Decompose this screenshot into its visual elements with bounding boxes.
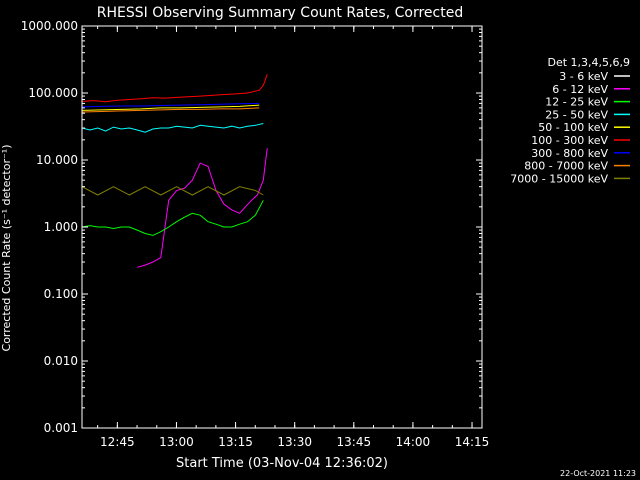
series-line-1 [137, 148, 268, 268]
legend-label: 100 - 300 keV [531, 134, 608, 147]
series-line-0 [168, 199, 266, 265]
series-line-2 [81, 200, 264, 236]
legend-label: 7000 - 15000 keV [510, 172, 608, 185]
series-line-8 [81, 186, 264, 196]
y-tick-label: 1.000 [44, 220, 78, 234]
x-tick-label: 13:45 [337, 435, 372, 449]
legend-label: 6 - 12 keV [552, 83, 608, 96]
series-line-6 [81, 102, 260, 108]
x-tick-label: 12:45 [100, 435, 135, 449]
footer-date: 22-Oct-2021 11:23 [560, 469, 636, 478]
y-axis-ticks: 1000.000 100.000 10.000 1.000 0.100 0.010 0.00… [21, 19, 482, 435]
y-tick-label: 0.100 [44, 287, 78, 301]
series-line-7 [81, 107, 260, 113]
x-axis-ticks: 12:45 13:00 13:15 13:30 13:45 14:00 14:15 [97, 26, 490, 449]
x-tick-label: 14:00 [396, 435, 431, 449]
legend-label: 12 - 25 keV [545, 96, 608, 109]
plot-area [81, 74, 268, 268]
legend-label: 300 - 800 keV [531, 147, 608, 160]
series-line-4 [81, 104, 260, 111]
y-tick-label: 0.010 [44, 354, 78, 368]
series-line-3 [81, 123, 264, 133]
y-tick-label: 1000.000 [21, 19, 78, 33]
legend-title: Det 1,3,4,5,6,9 [547, 56, 630, 69]
legend-label: 50 - 100 keV [538, 121, 608, 134]
legend-label: 800 - 7000 keV [524, 160, 608, 173]
legend-label: 25 - 50 keV [545, 108, 608, 121]
x-tick-label: 13:00 [159, 435, 194, 449]
y-tick-label: 100.000 [28, 86, 78, 100]
chart-title: RHESSI Observing Summary Count Rates, Co… [97, 5, 463, 21]
y-tick-label: 0.001 [44, 421, 78, 435]
series-line-5 [81, 74, 268, 103]
x-tick-label: 13:30 [277, 435, 312, 449]
y-tick-label: 10.000 [36, 153, 78, 167]
x-axis-label: Start Time (03-Nov-04 12:36:02) [176, 456, 388, 471]
x-tick-label: 13:15 [218, 435, 253, 449]
x-tick-label: 14:15 [455, 435, 490, 449]
y-axis-label: Corrected Count Rate (s⁻¹ detector⁻¹) [0, 145, 13, 352]
legend-label: 3 - 6 keV [559, 70, 608, 83]
